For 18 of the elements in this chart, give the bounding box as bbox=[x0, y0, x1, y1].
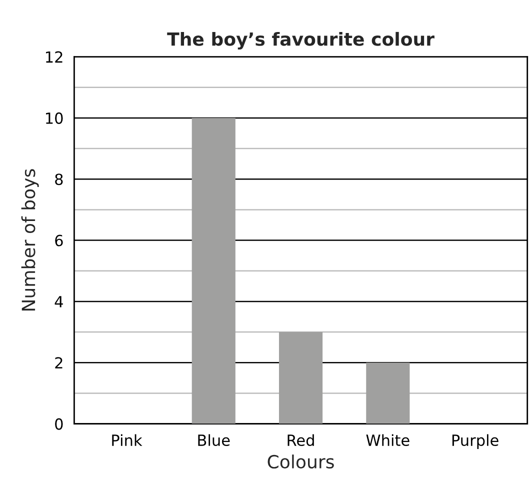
bar bbox=[192, 118, 236, 424]
x-tick-label: Purple bbox=[452, 434, 498, 449]
y-axis-title: Number of boys bbox=[21, 169, 39, 311]
y-tick-label: 6 bbox=[55, 234, 63, 246]
bar bbox=[366, 362, 410, 424]
bar bbox=[278, 332, 323, 424]
x-tick-label: Blue bbox=[198, 434, 230, 446]
x-axis-title: Colours bbox=[268, 454, 334, 469]
y-tick-label: 10 bbox=[46, 112, 63, 124]
x-tick-label: Pink bbox=[112, 434, 142, 446]
y-tick-label: 0 bbox=[55, 418, 63, 430]
x-tick-label: Red bbox=[288, 434, 314, 446]
y-tick-label: 2 bbox=[55, 357, 62, 368]
chart-title: The boy’s favourite colour bbox=[167, 32, 434, 50]
x-tick-label: White bbox=[366, 434, 410, 446]
y-tick-label: 8 bbox=[55, 174, 63, 186]
y-tick-label: 4 bbox=[54, 296, 63, 308]
y-tick-label: 12 bbox=[46, 51, 62, 63]
